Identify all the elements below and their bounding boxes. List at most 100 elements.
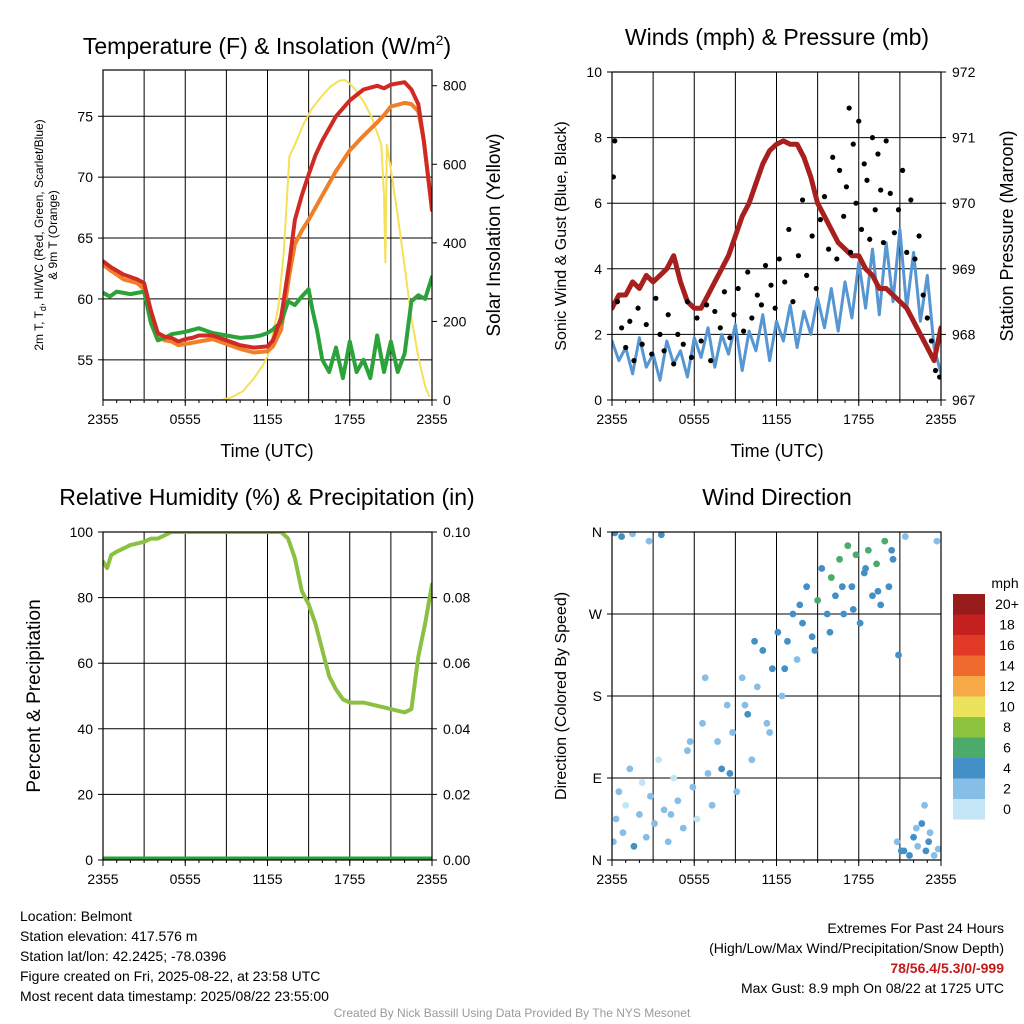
direction-point <box>612 532 619 537</box>
direction-point <box>781 665 789 673</box>
gust-point <box>867 236 873 242</box>
gust-point <box>916 233 922 239</box>
direction-point <box>638 779 646 786</box>
colorbar-title: mph <box>991 575 1018 591</box>
direction-point <box>729 729 737 736</box>
gust-point <box>875 151 881 157</box>
gust-point <box>834 256 840 262</box>
direction-point <box>655 756 663 764</box>
direction-point <box>630 842 638 850</box>
recent-text: Most recent data timestamp: 2025/08/22 2… <box>20 988 329 1004</box>
direction-point <box>864 546 872 554</box>
gust-point <box>795 253 802 259</box>
gust-point <box>649 351 655 357</box>
x-tick-label: 2355 <box>87 871 118 887</box>
gust-point <box>614 299 621 305</box>
y-tick-label: 65 <box>77 230 93 246</box>
direction-point <box>885 583 893 591</box>
direction-point <box>877 601 885 609</box>
gust-point <box>887 190 893 196</box>
y-tick-label: 55 <box>77 352 93 368</box>
colorbar-swatch <box>953 778 985 799</box>
y-axis-label: Percent & Precipitation <box>24 599 45 792</box>
direction-point <box>741 701 749 709</box>
direction-point <box>733 788 741 796</box>
series-line-1 <box>612 227 941 382</box>
y-tick-label: S <box>593 688 602 704</box>
colorbar-swatch <box>953 758 985 779</box>
data-layer <box>103 532 432 860</box>
colorbar-label: 4 <box>1003 760 1011 776</box>
gust-point <box>843 184 850 190</box>
y2-tick-label: 400 <box>443 235 467 251</box>
extremes-panel: Extremes For Past 24 Hours (High/Low/Max… <box>709 918 1004 998</box>
direction-point <box>612 838 617 846</box>
credit-text: Created By Nick Bassill Using Data Provi… <box>333 1006 691 1020</box>
gust-point <box>772 305 778 311</box>
elevation-text: Station elevation: 417.576 m <box>20 928 198 944</box>
x-tick-label: 2355 <box>416 411 447 427</box>
x-axis-label: Time (UTC) <box>220 441 313 461</box>
gust-point <box>864 177 870 183</box>
direction-point <box>912 824 920 832</box>
direction-point <box>930 852 938 859</box>
y-tick-label: 60 <box>77 655 93 671</box>
extremes-values: 78/56.4/5.3/0/-999 <box>890 960 1004 976</box>
station-info: Location: Belmont Station elevation: 417… <box>20 906 329 1006</box>
gust-point <box>904 249 910 255</box>
direction-point <box>657 532 665 539</box>
gust-point <box>618 325 625 331</box>
direction-point <box>699 719 706 727</box>
direction-point <box>818 565 826 572</box>
gust-point <box>631 358 637 364</box>
direction-point <box>784 637 791 645</box>
x-tick-label: 1755 <box>843 871 874 887</box>
x-tick-label: 1755 <box>334 871 365 887</box>
gust-point <box>661 348 667 354</box>
gust-point <box>643 321 649 328</box>
direction-point <box>704 770 712 777</box>
x-tick-label: 2355 <box>596 871 627 887</box>
gust-point <box>847 249 854 255</box>
series-line-2 <box>612 138 941 364</box>
panel-1: 2355 0555 1155 1755 2355 55 60 65 70 75 0 200 400 600… <box>32 32 505 461</box>
gust-point <box>861 161 867 167</box>
direction-point <box>925 838 933 846</box>
colorbar-label: 0 <box>1003 801 1011 817</box>
direction-point <box>796 601 804 609</box>
chart-title: Wind Direction <box>702 484 852 510</box>
gust-point <box>858 226 865 233</box>
gust-point <box>928 338 935 344</box>
direction-point <box>646 792 654 800</box>
y-tick-label: 0 <box>85 852 93 868</box>
direction-point <box>827 574 835 581</box>
gust-point <box>703 302 710 308</box>
gust-point <box>712 308 718 315</box>
direction-point <box>926 829 934 837</box>
y2-axis-label: Solar Insolation (Yellow) <box>484 133 505 336</box>
direction-point <box>645 537 653 545</box>
gust-point <box>684 299 690 305</box>
y-axis-label: Sonic Wind & Gust (Blue, Black) <box>553 121 570 350</box>
direction-point <box>726 770 734 777</box>
y2-tick-label: 0.10 <box>443 524 470 540</box>
y-tick-label: 100 <box>70 524 94 540</box>
direction-point <box>906 852 913 859</box>
y2-tick-label: 0.00 <box>443 852 470 868</box>
direction-point <box>701 674 709 682</box>
gust-point <box>688 354 695 360</box>
colorbar-swatch <box>953 655 985 676</box>
direction-point <box>881 537 889 545</box>
series-line-4 <box>103 80 432 350</box>
series-line-1 <box>103 78 431 400</box>
direction-point <box>626 765 634 773</box>
gust-point <box>804 272 810 278</box>
direction-point <box>693 815 701 823</box>
direction-point <box>934 845 941 853</box>
gust-point <box>853 200 859 206</box>
gust-point <box>937 374 941 380</box>
y-axis-label: 2m T, Td, HI/WC (Red, Green, Scarlet/Blu… <box>32 119 60 350</box>
gust-point <box>817 217 823 223</box>
direction-point <box>914 842 922 850</box>
gust-point <box>698 338 704 344</box>
